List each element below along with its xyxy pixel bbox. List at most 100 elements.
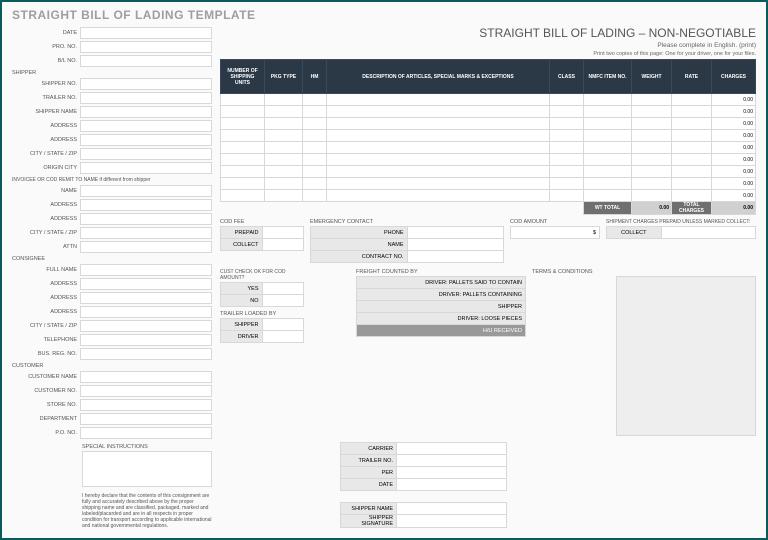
table-cell[interactable] xyxy=(327,190,550,202)
table-cell[interactable] xyxy=(672,154,712,166)
table-cell[interactable] xyxy=(303,190,327,202)
table-cell[interactable] xyxy=(221,106,265,118)
field-input[interactable] xyxy=(80,320,212,332)
field-input[interactable] xyxy=(80,162,212,174)
table-cell[interactable] xyxy=(550,106,584,118)
table-cell[interactable]: 0.00 xyxy=(712,154,756,166)
table-cell[interactable] xyxy=(303,178,327,190)
table-cell[interactable]: 0.00 xyxy=(712,94,756,106)
table-cell[interactable] xyxy=(584,178,632,190)
table-cell[interactable] xyxy=(265,178,303,190)
table-cell[interactable] xyxy=(632,130,672,142)
field-input[interactable] xyxy=(80,278,212,290)
field-input[interactable] xyxy=(80,106,212,118)
table-cell[interactable] xyxy=(303,142,327,154)
table-cell[interactable] xyxy=(550,94,584,106)
table-cell[interactable] xyxy=(584,154,632,166)
mini-input[interactable] xyxy=(407,251,504,263)
field-input[interactable] xyxy=(80,120,212,132)
field-input[interactable] xyxy=(80,264,212,276)
table-cell[interactable] xyxy=(672,166,712,178)
table-cell[interactable] xyxy=(632,118,672,130)
table-cell[interactable] xyxy=(550,130,584,142)
table-cell[interactable] xyxy=(584,118,632,130)
table-cell[interactable] xyxy=(327,94,550,106)
carrier-input[interactable] xyxy=(397,491,507,503)
table-cell[interactable] xyxy=(221,94,265,106)
table-cell[interactable] xyxy=(550,190,584,202)
field-input[interactable] xyxy=(80,199,212,211)
carrier-input[interactable] xyxy=(397,479,507,491)
table-cell[interactable] xyxy=(550,178,584,190)
table-cell[interactable] xyxy=(265,166,303,178)
table-cell[interactable] xyxy=(327,154,550,166)
table-cell[interactable] xyxy=(672,118,712,130)
table-cell[interactable] xyxy=(327,178,550,190)
field-input[interactable] xyxy=(80,241,212,253)
table-cell[interactable] xyxy=(221,166,265,178)
table-cell[interactable] xyxy=(672,142,712,154)
table-cell[interactable] xyxy=(584,94,632,106)
carrier-input[interactable] xyxy=(397,455,507,467)
table-cell[interactable] xyxy=(303,106,327,118)
table-cell[interactable] xyxy=(550,118,584,130)
table-cell[interactable] xyxy=(550,166,584,178)
carrier-input[interactable] xyxy=(397,503,507,515)
special-instructions-box[interactable] xyxy=(82,451,212,487)
field-input[interactable] xyxy=(80,134,212,146)
table-cell[interactable] xyxy=(584,142,632,154)
mini-input[interactable] xyxy=(407,227,504,239)
field-input[interactable] xyxy=(80,427,212,439)
table-cell[interactable]: 0.00 xyxy=(712,106,756,118)
table-cell[interactable] xyxy=(672,130,712,142)
table-cell[interactable] xyxy=(327,106,550,118)
field-input[interactable] xyxy=(80,385,212,397)
table-cell[interactable] xyxy=(265,154,303,166)
mini-input[interactable] xyxy=(262,331,304,343)
field-input[interactable] xyxy=(80,27,212,39)
table-cell[interactable] xyxy=(584,166,632,178)
field-input[interactable] xyxy=(80,292,212,304)
table-cell[interactable]: 0.00 xyxy=(712,166,756,178)
table-cell[interactable]: 0.00 xyxy=(712,130,756,142)
table-cell[interactable] xyxy=(221,142,265,154)
table-cell[interactable] xyxy=(327,142,550,154)
freight-row[interactable]: H/U RECEIVED xyxy=(357,325,526,337)
table-cell[interactable] xyxy=(327,166,550,178)
carrier-input[interactable] xyxy=(397,515,507,528)
table-cell[interactable] xyxy=(632,106,672,118)
table-cell[interactable] xyxy=(221,118,265,130)
field-input[interactable] xyxy=(80,213,212,225)
table-cell[interactable] xyxy=(632,94,672,106)
table-cell[interactable] xyxy=(303,154,327,166)
table-cell[interactable] xyxy=(632,178,672,190)
field-input[interactable] xyxy=(80,399,212,411)
field-input[interactable] xyxy=(80,413,212,425)
mini-input[interactable] xyxy=(262,319,304,331)
table-cell[interactable] xyxy=(672,178,712,190)
table-cell[interactable]: 0.00 xyxy=(712,118,756,130)
mini-input[interactable] xyxy=(262,283,304,295)
cod-amount-value[interactable]: $ xyxy=(511,227,600,239)
table-cell[interactable] xyxy=(584,106,632,118)
table-cell[interactable] xyxy=(550,154,584,166)
table-cell[interactable] xyxy=(221,154,265,166)
freight-row[interactable]: DRIVER: LOOSE PIECES xyxy=(357,313,526,325)
carrier-input[interactable] xyxy=(397,467,507,479)
table-cell[interactable] xyxy=(265,130,303,142)
field-input[interactable] xyxy=(80,92,212,104)
table-cell[interactable] xyxy=(303,94,327,106)
table-cell[interactable]: 0.00 xyxy=(712,190,756,202)
field-input[interactable] xyxy=(80,334,212,346)
freight-row[interactable]: SHIPPER xyxy=(357,301,526,313)
field-input[interactable] xyxy=(80,185,212,197)
table-cell[interactable] xyxy=(265,118,303,130)
mini-input[interactable] xyxy=(262,239,304,251)
table-cell[interactable]: 0.00 xyxy=(712,142,756,154)
collect-button[interactable]: COLLECT xyxy=(607,227,662,239)
field-input[interactable] xyxy=(80,306,212,318)
table-cell[interactable] xyxy=(221,178,265,190)
freight-row[interactable]: DRIVER: PALLETS SAID TO CONTAIN xyxy=(357,277,526,289)
field-input[interactable] xyxy=(80,55,212,67)
table-cell[interactable]: 0.00 xyxy=(712,178,756,190)
